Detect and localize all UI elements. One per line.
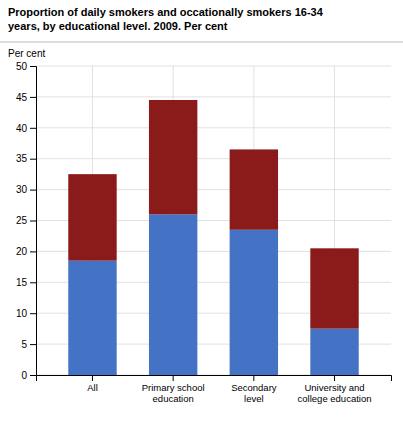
bar xyxy=(149,100,197,214)
y-tick-mark xyxy=(30,282,36,283)
x-tick-label-line: Secondary xyxy=(231,382,277,393)
y-tick-label: 35 xyxy=(16,153,28,164)
x-tick-label: All xyxy=(87,382,98,393)
y-tick: 25 xyxy=(16,215,36,226)
y-grid-line xyxy=(36,127,391,128)
y-tick-mark xyxy=(30,375,36,376)
x-tick-label-line: education xyxy=(153,393,194,404)
y-tick: 10 xyxy=(16,308,36,319)
x-axis-line xyxy=(37,376,392,382)
x-tick-label-line: level xyxy=(244,393,264,404)
x-tick-mark xyxy=(92,375,93,381)
separator xyxy=(0,42,403,43)
title-line: Proportion of daily smokers and occation… xyxy=(8,6,324,18)
y-axis: 0 5 10 15 20 25 30 35 40 45 50 xyxy=(16,61,37,381)
x-tick-label-line: Primary school xyxy=(142,382,205,393)
y-tick-label: 0 xyxy=(21,370,27,381)
y-tick-mark xyxy=(30,190,36,191)
y-grid-line xyxy=(36,66,391,67)
x-tick-label: Secondarylevel xyxy=(231,382,277,404)
y-tick-label: 10 xyxy=(16,308,28,319)
y-tick-label: 20 xyxy=(16,246,28,257)
y-tick-mark xyxy=(30,344,36,345)
y-tick-label: 5 xyxy=(21,339,27,350)
y-tick-label: 25 xyxy=(16,215,28,226)
title: Proportion of daily smokers and occation… xyxy=(8,6,324,32)
bar xyxy=(310,329,358,375)
x-tick-mark xyxy=(173,375,174,381)
y-tick: 5 xyxy=(21,339,36,350)
x-tick-label-line: All xyxy=(87,382,98,393)
y-tick: 30 xyxy=(16,184,36,195)
x-tick-label: Primary schooleducation xyxy=(142,382,205,404)
y-tick-mark xyxy=(30,313,36,314)
y-tick: 0 xyxy=(21,370,36,381)
y-axis-line xyxy=(30,67,37,376)
y-grid-line xyxy=(36,158,391,159)
y-tick-mark xyxy=(30,66,36,67)
y-tick: 45 xyxy=(16,92,36,103)
x-tick: Primary schooleducation xyxy=(142,375,205,404)
series xyxy=(68,100,358,329)
bar xyxy=(230,230,278,375)
y-tick-mark xyxy=(30,221,36,222)
plot: 0 5 10 15 20 25 30 35 40 45 50 All Primary schooledu… xyxy=(16,61,392,404)
bar xyxy=(68,261,116,375)
bars xyxy=(68,100,358,375)
y-tick-label: 15 xyxy=(16,277,28,288)
x-tick-mark xyxy=(334,375,335,381)
x-tick-mark xyxy=(253,375,254,381)
y-tick-label: 50 xyxy=(16,61,28,72)
x-tick-label-line: University and xyxy=(304,382,364,393)
y-tick-mark xyxy=(30,251,36,252)
x-tick: All xyxy=(87,375,98,393)
y-tick: 20 xyxy=(16,246,36,257)
y-tick-mark xyxy=(30,97,36,98)
bar xyxy=(68,174,116,261)
y-tick: 40 xyxy=(16,123,36,134)
title-line: years, by educational level. 2009. Per c… xyxy=(8,20,228,32)
grid xyxy=(36,66,391,375)
y-tick-mark xyxy=(30,159,36,160)
y-tick: 15 xyxy=(16,277,36,288)
bar xyxy=(149,214,197,375)
x-tick: University andcollege education xyxy=(298,375,372,404)
y-tick-mark xyxy=(30,128,36,129)
y-tick-label: 30 xyxy=(16,184,28,195)
y-tick-label: 45 xyxy=(16,92,28,103)
y-tick: 50 xyxy=(16,61,36,72)
y-axis-label: Per cent xyxy=(8,48,45,59)
chart: Proportion of daily smokers and occation… xyxy=(0,0,403,421)
bar xyxy=(310,248,358,328)
x-tick: Secondarylevel xyxy=(231,375,277,404)
x-tick-label: University andcollege education xyxy=(298,382,372,404)
bar xyxy=(230,149,278,229)
y-tick-label: 40 xyxy=(16,123,28,134)
y-grid-line xyxy=(36,96,391,97)
x-axis: All Primary schooleducation Secondarylevel… xyxy=(37,375,392,404)
y-tick: 35 xyxy=(16,153,36,164)
x-tick-label-line: college education xyxy=(298,393,372,404)
